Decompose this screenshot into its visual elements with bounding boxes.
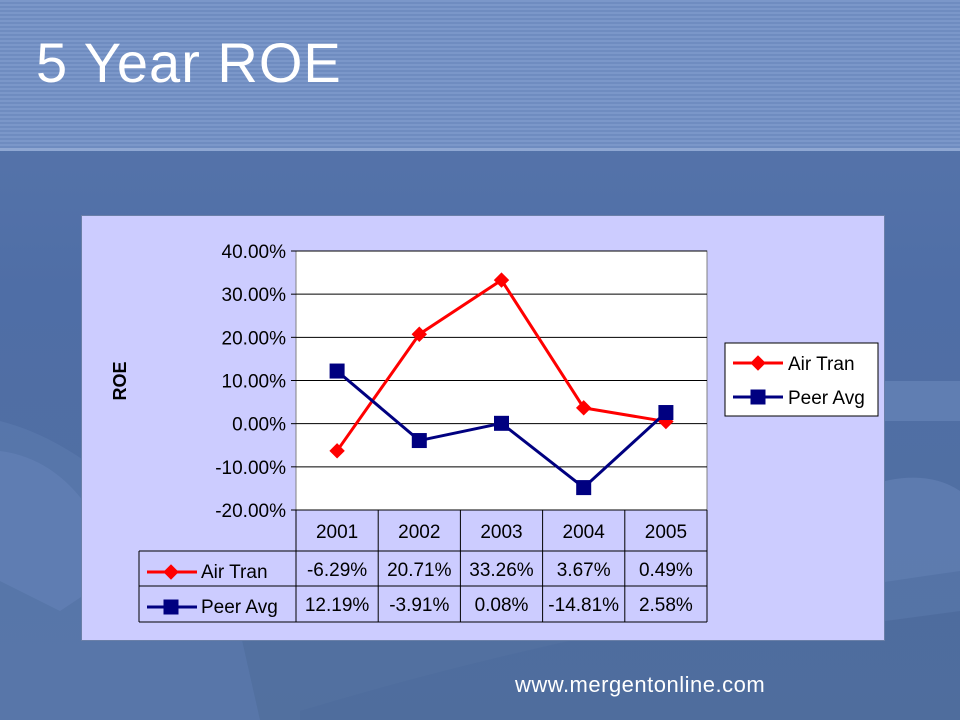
data-point-air-tran (493, 272, 510, 288)
legend-key-marker (750, 355, 766, 371)
data-point-peer-avg (329, 363, 345, 379)
x-category-label: 2001 (316, 522, 358, 543)
data-point-peer-avg (494, 415, 509, 431)
legend-entry-label: Air Tran (788, 354, 855, 375)
y-tick-label: 40.00% (222, 242, 287, 263)
table-value: 33.26% (469, 560, 534, 581)
x-category-label: 2005 (645, 522, 687, 543)
x-category-label: 2002 (398, 522, 440, 543)
x-category-label: 2004 (563, 522, 606, 543)
header-band (0, 0, 960, 151)
y-tick-label: 10.00% (222, 372, 287, 393)
table-legend-key-marker (163, 599, 179, 615)
data-point-air-tran (329, 443, 345, 459)
y-tick-label: -10.00% (215, 458, 286, 479)
data-point-air-tran (575, 400, 592, 416)
table-legend-key-marker (163, 564, 179, 580)
legend-entry-label: Peer Avg (788, 388, 865, 409)
data-point-peer-avg (411, 433, 427, 449)
table-series-name: Air Tran (201, 562, 268, 583)
data-point-peer-avg (658, 405, 674, 421)
table-value: 20.71% (387, 560, 452, 581)
table-value: 3.67% (557, 560, 611, 581)
table-value: 0.49% (639, 560, 693, 581)
y-tick-label: -20.00% (215, 501, 286, 522)
table-value: 2.58% (639, 595, 693, 616)
y-axis-title: ROE (110, 361, 130, 400)
data-point-air-tran (411, 326, 428, 342)
data-point-peer-avg (576, 480, 592, 496)
table-value: 0.08% (475, 595, 529, 616)
footer-url: www.mergentonline.com (515, 672, 766, 697)
table-series-name: Peer Avg (201, 597, 278, 618)
table-value: -6.29% (307, 560, 367, 581)
slide-title: 5 Year ROE (36, 31, 342, 94)
chart-panel: 40.00% 30.00% 20.00% 10.00% 0.00% -10.00% -20.… (81, 215, 885, 641)
table-value: 12.19% (305, 595, 370, 616)
roe-chart: 40.00% 30.00% 20.00% 10.00% 0.00% -10.00% -20.… (110, 242, 879, 623)
table-value: -14.81% (548, 595, 619, 616)
y-tick-label: 20.00% (222, 328, 287, 349)
table-value: -3.91% (389, 595, 449, 616)
x-category-label: 2003 (480, 522, 522, 543)
legend-key-marker (750, 389, 766, 405)
y-tick-label: 0.00% (232, 415, 286, 436)
y-tick-label: 30.00% (222, 285, 287, 306)
